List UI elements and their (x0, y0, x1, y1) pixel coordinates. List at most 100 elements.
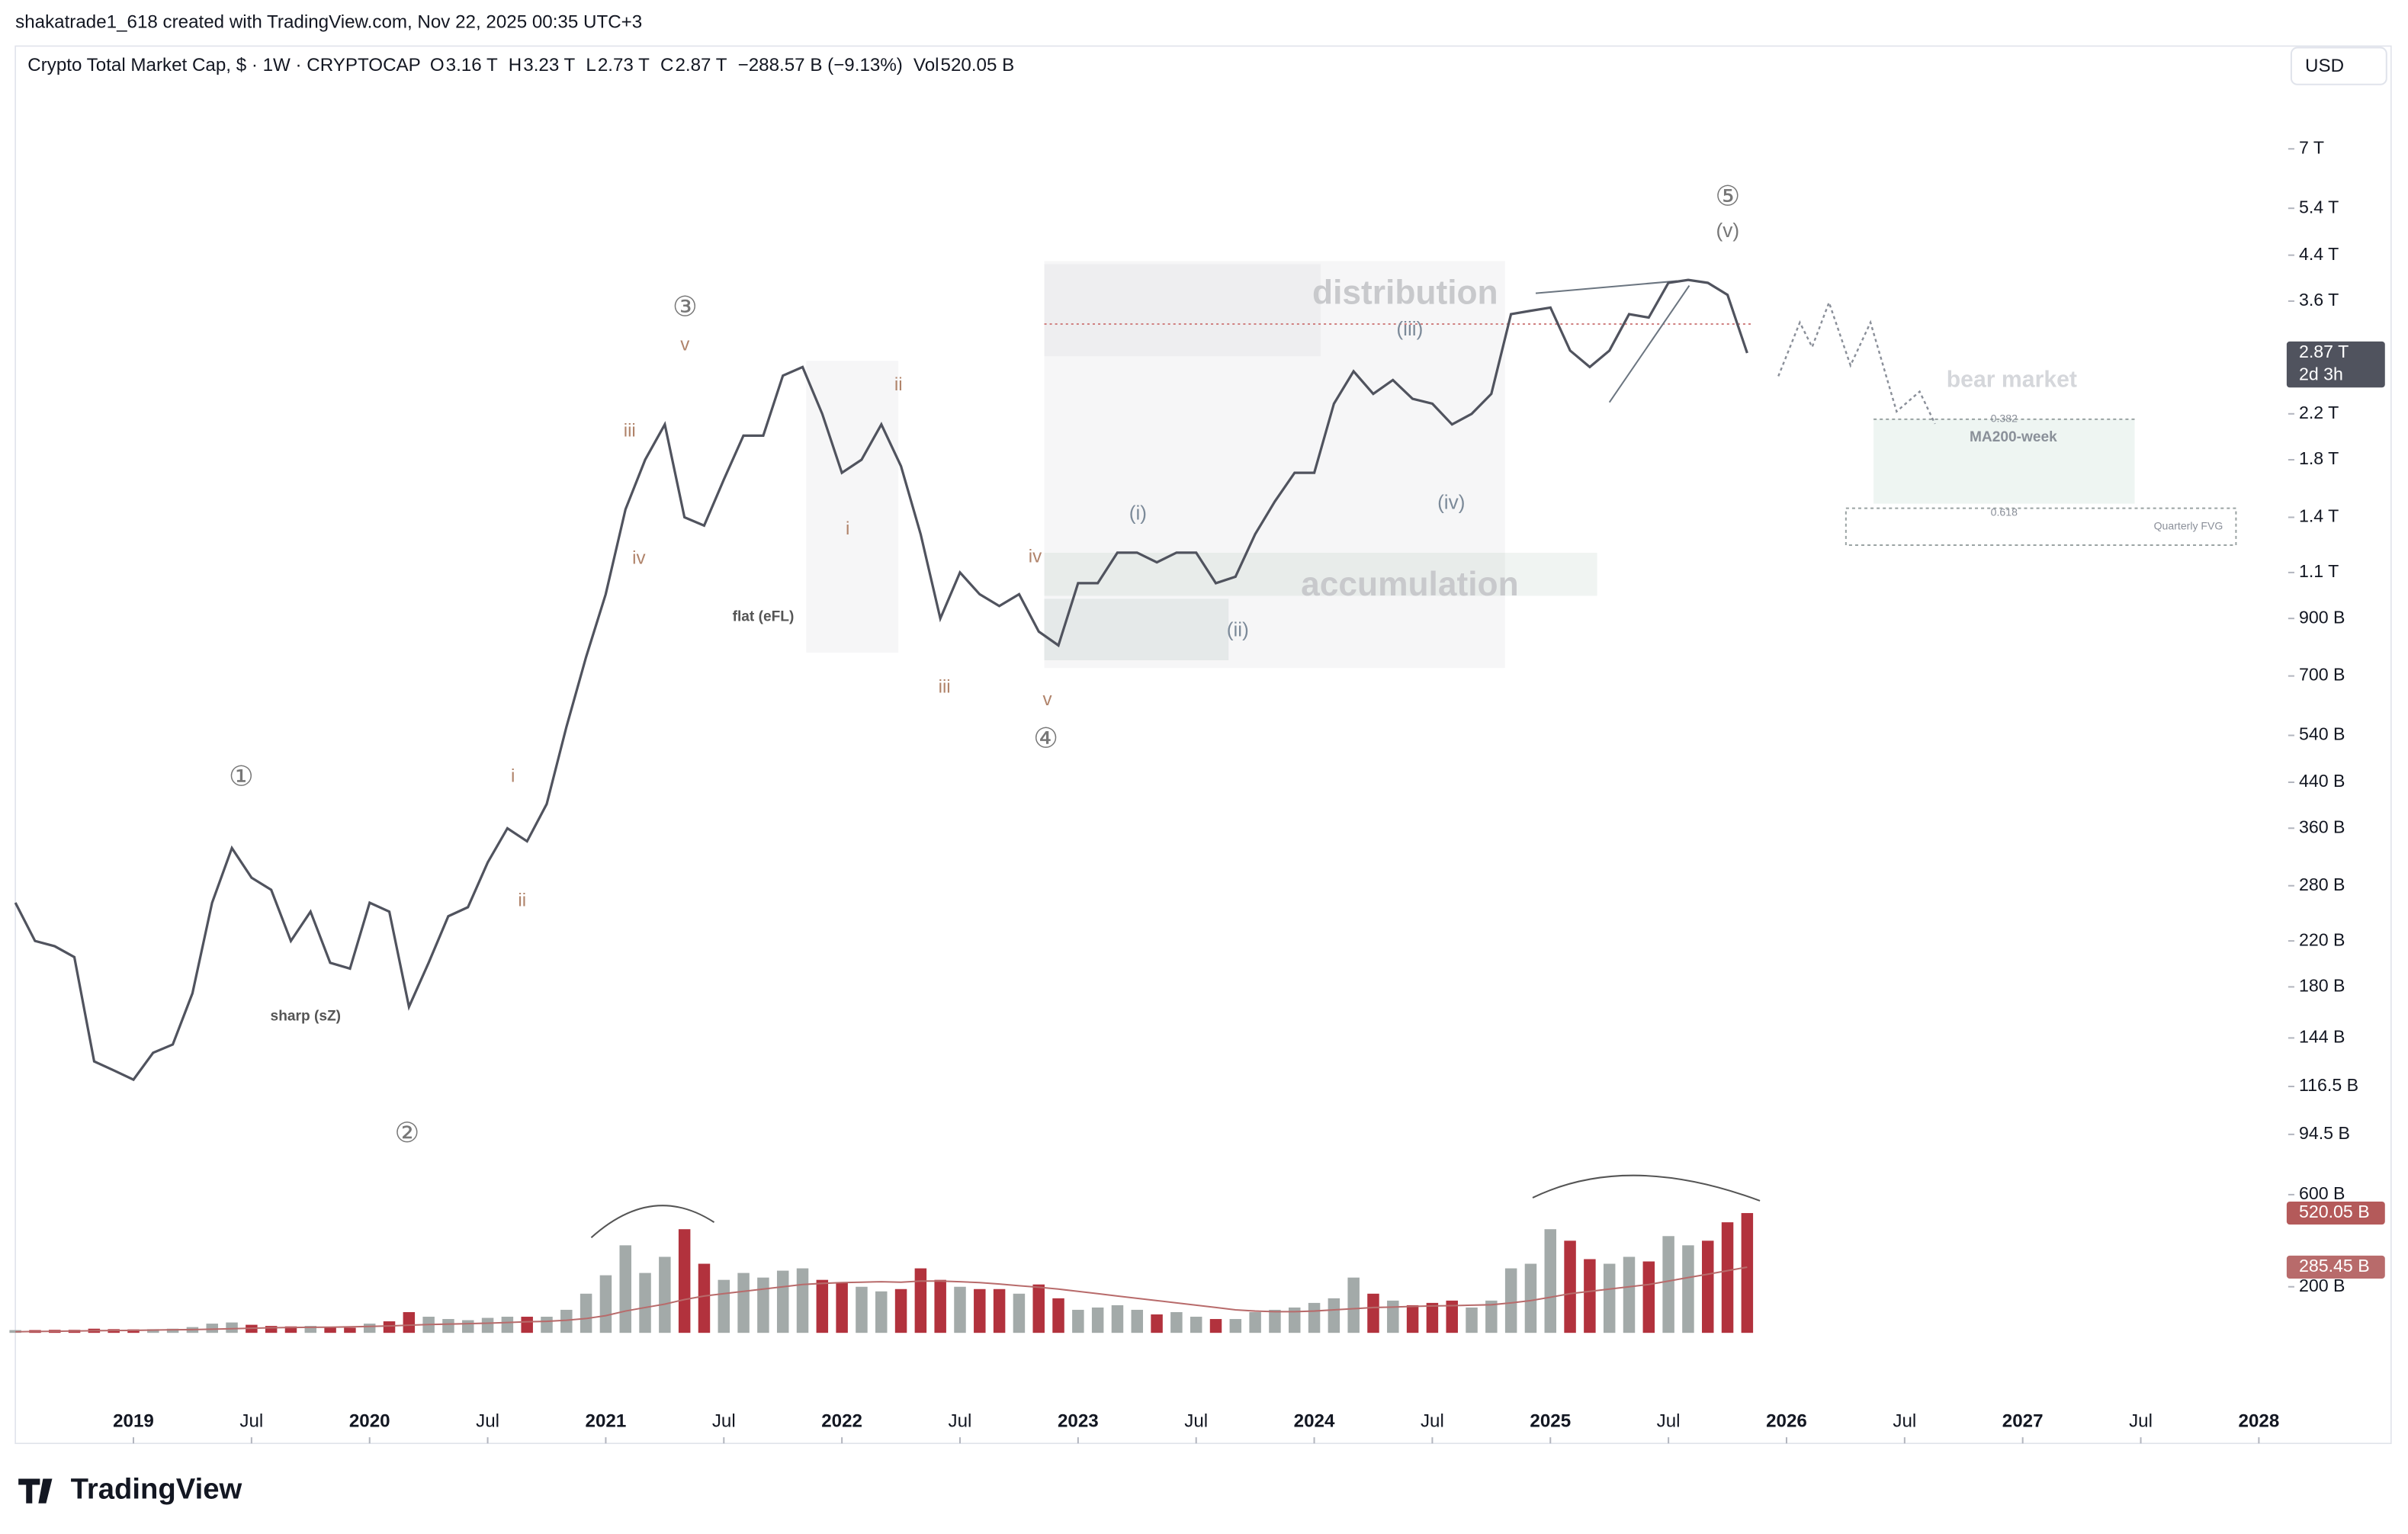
volume-bar (363, 1324, 376, 1333)
volume-bar (1446, 1300, 1458, 1333)
volume-bar (678, 1229, 691, 1333)
chart-title: Crypto Total Market Cap, $ · 1W · CRYPTO… (27, 55, 421, 75)
x-tick-label: Jul (1184, 1410, 1208, 1431)
volume-bar (462, 1320, 474, 1333)
volume-bar (541, 1317, 553, 1333)
y-tick-label: 5.4 T (2299, 197, 2339, 217)
volume-bar (1111, 1305, 1124, 1333)
annotation: (i) (1129, 502, 1147, 525)
annotation: accumulation (1301, 566, 1519, 603)
volume-bar (580, 1293, 592, 1333)
volume-bar (1584, 1259, 1596, 1333)
volume-bar (737, 1272, 750, 1333)
volume-bar (1269, 1309, 1281, 1333)
y-tick-label: 180 B (2299, 976, 2345, 996)
wedge-line (1535, 280, 1678, 294)
annotation: Quarterly FVG (2154, 520, 2223, 532)
volume-bar (718, 1279, 730, 1333)
legend-header: Crypto Total Market Cap, $ · 1W · CRYPTO… (27, 55, 1014, 75)
brand-logo: TradingView (18, 1473, 242, 1506)
volume-bar (914, 1268, 927, 1333)
volume-bar (226, 1322, 238, 1333)
volume-bar (1032, 1284, 1045, 1333)
volume-bar (1741, 1213, 1754, 1333)
x-tick-label: Jul (476, 1410, 499, 1431)
y2-tick-label: 200 B (2299, 1276, 2345, 1295)
header-value: 2.87 T (675, 55, 727, 75)
volume-ma-line (15, 1266, 1748, 1333)
volume-bar (481, 1317, 494, 1333)
x-tick-label: 2022 (821, 1410, 862, 1431)
price-line (14, 278, 1748, 1082)
volume-bar (1091, 1307, 1104, 1333)
annotation: ① (229, 761, 254, 792)
y-tick-label: 7 T (2299, 137, 2324, 157)
header-value: 3.23 T (523, 55, 575, 75)
annotation: iv (1029, 546, 1042, 566)
y-tick-label: 280 B (2299, 875, 2345, 894)
y-tick-label: 116.5 B (2299, 1075, 2358, 1095)
currency-button[interactable] (2290, 47, 2387, 85)
x-tick-label: 2023 (1058, 1410, 1099, 1431)
annotation: ⑤ (1716, 180, 1741, 211)
volume-bar (265, 1326, 278, 1333)
y-tick-label: 900 B (2299, 607, 2345, 627)
header-key: C (660, 55, 673, 75)
ma200-zone (1873, 419, 2135, 504)
annotation: 0.382 (1991, 412, 2018, 425)
y-tick-label: 144 B (2299, 1027, 2345, 1047)
annotation: v (1043, 689, 1052, 710)
header-key: L (586, 55, 596, 75)
volume-bar (1170, 1311, 1183, 1333)
volume-bar (1072, 1309, 1084, 1333)
volume-bar (856, 1286, 868, 1333)
x-tick-label: 2027 (2002, 1410, 2044, 1431)
y-tick-label: 360 B (2299, 817, 2345, 836)
volume-bar (1682, 1245, 1694, 1333)
volume-bar (1701, 1240, 1714, 1333)
x-tick-label: Jul (2129, 1410, 2153, 1431)
y-tick-label: 3.6 T (2299, 290, 2339, 310)
y-tick-label: 1.4 T (2299, 506, 2339, 526)
annotation: ii (894, 374, 903, 395)
volume-bar (284, 1326, 297, 1333)
volume-arc (590, 1205, 715, 1239)
volume-bar (639, 1272, 651, 1333)
volume-bar (1209, 1319, 1222, 1333)
volume-bar (1328, 1298, 1340, 1333)
x-tick-label: 2025 (1530, 1410, 1571, 1431)
volume-bar (1367, 1293, 1379, 1333)
x-tick-label: Jul (1657, 1410, 1681, 1431)
volume-bar (599, 1275, 612, 1333)
currency-label[interactable]: USD (2305, 56, 2344, 76)
projection-path (1777, 300, 1936, 425)
volume-bar (1013, 1293, 1026, 1333)
x-tick-label: 2024 (1294, 1410, 1335, 1431)
annotation: (iii) (1396, 317, 1423, 340)
header-key: Vol (913, 55, 939, 75)
volume-bar (1151, 1314, 1163, 1333)
volume-bar (1052, 1298, 1064, 1333)
volume-bar (324, 1327, 336, 1333)
volume-profile (1044, 261, 1505, 669)
annotation: iv (632, 547, 645, 568)
y-tick-label: 540 B (2299, 724, 2345, 744)
credit: shakatrade1_618 created with TradingView… (15, 12, 642, 33)
annotation: iii (939, 677, 951, 698)
countdown: 2d 3h (2299, 364, 2343, 384)
value-tag-label: 520.05 B (2299, 1202, 2370, 1221)
annotation: i (846, 518, 849, 539)
volume-bar (934, 1279, 946, 1333)
volume-profile (1044, 599, 1229, 661)
x-tick-label: 2026 (1766, 1410, 1807, 1431)
y-tick-label: 440 B (2299, 771, 2345, 791)
volume-bar (1642, 1261, 1655, 1333)
volume-bar (757, 1277, 769, 1333)
annotation: (iv) (1437, 491, 1465, 514)
x-tick-label: 2028 (2239, 1410, 2280, 1431)
annotation: (ii) (1227, 618, 1249, 641)
y-tick-label: 94.5 B (2299, 1123, 2350, 1143)
header-value: −288.57 B (−9.13%) (738, 55, 903, 75)
y-tick-label: 2.2 T (2299, 403, 2339, 422)
volume-bar (166, 1328, 179, 1333)
